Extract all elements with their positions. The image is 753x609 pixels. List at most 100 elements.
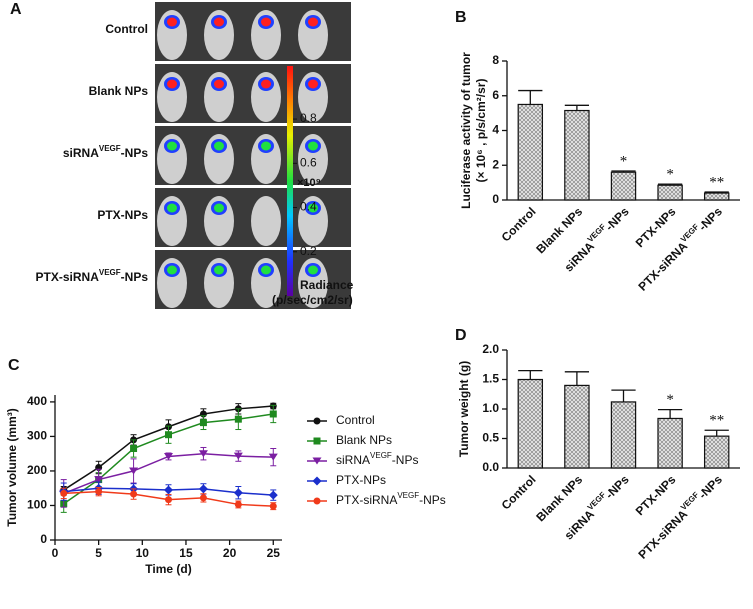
data-point bbox=[164, 452, 173, 460]
x-tick-label: Control bbox=[499, 472, 539, 512]
x-tick-label: PTX-NPs bbox=[633, 472, 679, 518]
x-tick-label: PTX-siRNAVEGF-NPs bbox=[634, 203, 725, 294]
y-tick-label: 2 bbox=[492, 157, 499, 171]
bar bbox=[517, 378, 544, 469]
bar bbox=[703, 435, 730, 469]
colorbar-tick-label: 0.2 bbox=[300, 244, 317, 258]
y-tick-label: 300 bbox=[27, 429, 47, 443]
data-point bbox=[269, 410, 277, 418]
y-axis-title: Tumor weight (g) bbox=[457, 361, 471, 457]
x-tick-label: 10 bbox=[136, 546, 150, 560]
colorbar-tick-label: 0.8 bbox=[300, 111, 317, 125]
signal bbox=[214, 141, 224, 151]
legend-label: PTX-siRNAVEGF-NPs bbox=[336, 491, 446, 507]
signal bbox=[308, 17, 318, 27]
colorbar-tick-label: 0.6 bbox=[300, 155, 317, 169]
data-point bbox=[165, 496, 172, 504]
data-point bbox=[234, 415, 242, 423]
x-tick-label: 20 bbox=[223, 546, 237, 560]
significance: ** bbox=[709, 174, 724, 190]
y-tick-label: 4 bbox=[492, 123, 499, 137]
legend-marker bbox=[313, 437, 321, 445]
bar bbox=[564, 384, 590, 469]
signal bbox=[308, 141, 318, 151]
data-point bbox=[233, 488, 243, 498]
signal bbox=[261, 79, 271, 89]
data-point bbox=[60, 489, 68, 497]
mouse bbox=[251, 196, 281, 246]
data-point bbox=[198, 484, 208, 494]
y-tick-label: 200 bbox=[27, 463, 47, 477]
signal bbox=[214, 17, 224, 27]
significance: * bbox=[666, 392, 674, 408]
x-tick-label: 25 bbox=[267, 546, 281, 560]
y-tick-label: 8 bbox=[492, 53, 499, 67]
data-point bbox=[130, 445, 138, 453]
data-point bbox=[234, 500, 242, 508]
y-tick-label: 400 bbox=[27, 394, 47, 408]
legend-label: PTX-NPs bbox=[336, 473, 386, 487]
bar bbox=[703, 192, 730, 201]
signal bbox=[167, 79, 177, 89]
significance: * bbox=[620, 153, 628, 169]
legend-label: Control bbox=[336, 413, 375, 427]
data-point bbox=[268, 453, 278, 461]
signal bbox=[261, 265, 271, 275]
signal bbox=[261, 141, 271, 151]
data-point bbox=[129, 467, 139, 475]
y-tick-label: 0.0 bbox=[482, 460, 499, 474]
data-point bbox=[95, 488, 103, 496]
x-tick-label: 15 bbox=[179, 546, 193, 560]
signal bbox=[214, 79, 224, 89]
signal bbox=[167, 141, 177, 151]
panel-label: D bbox=[455, 327, 467, 344]
y-axis-title: Luciferase activity of tumor bbox=[459, 52, 473, 209]
data-point bbox=[269, 502, 277, 510]
row-label: siRNAVEGF-NPs bbox=[63, 144, 148, 160]
significance: ** bbox=[709, 413, 724, 429]
panel-label: B bbox=[455, 9, 467, 26]
y-axis-title: Tumor volume (mm³) bbox=[5, 408, 19, 526]
legend-marker bbox=[312, 457, 322, 465]
bar bbox=[517, 103, 544, 201]
data-point bbox=[233, 452, 243, 460]
legend-label: Blank NPs bbox=[336, 433, 392, 447]
signal bbox=[214, 203, 224, 213]
signal bbox=[167, 17, 177, 27]
row-label: Blank NPs bbox=[89, 84, 149, 98]
bar bbox=[657, 184, 683, 201]
x-tick-label: 5 bbox=[95, 546, 102, 560]
panel-label: C bbox=[8, 357, 20, 374]
signal bbox=[308, 265, 318, 275]
x-tick-label: Control bbox=[499, 204, 539, 244]
legend-marker bbox=[313, 417, 321, 425]
x-tick-label: PTX-NPs bbox=[633, 204, 679, 250]
y-tick-label: 6 bbox=[492, 88, 499, 102]
colorbar bbox=[287, 66, 293, 296]
signal bbox=[261, 17, 271, 27]
row-label: Control bbox=[105, 22, 148, 36]
y-tick-label: 1.5 bbox=[482, 372, 499, 386]
data-point bbox=[165, 431, 172, 439]
data-point bbox=[94, 476, 104, 484]
panel-label: A bbox=[10, 1, 22, 18]
legend-marker bbox=[313, 497, 321, 505]
colorbar-unit: (p/sec/cm2/sr) bbox=[272, 293, 353, 307]
colorbar-tick-label: 0.4 bbox=[300, 200, 317, 214]
y-axis-unit: (× 10⁶ , p/s/cm²/sr) bbox=[474, 79, 488, 183]
bar bbox=[610, 171, 637, 201]
y-tick-label: 0 bbox=[492, 192, 499, 206]
signal bbox=[308, 203, 318, 213]
colorbar-title: Radiance bbox=[300, 278, 354, 292]
data-point bbox=[268, 490, 278, 500]
data-point bbox=[198, 450, 208, 458]
x-axis-title: Time (d) bbox=[145, 562, 191, 576]
y-tick-label: 0.5 bbox=[482, 431, 499, 445]
row-label: PTX-siRNAVEGF-NPs bbox=[36, 268, 149, 284]
signal bbox=[308, 79, 318, 89]
signal bbox=[167, 265, 177, 275]
y-tick-label: 2.0 bbox=[482, 342, 499, 356]
data-point bbox=[130, 490, 138, 498]
bar bbox=[564, 109, 590, 201]
